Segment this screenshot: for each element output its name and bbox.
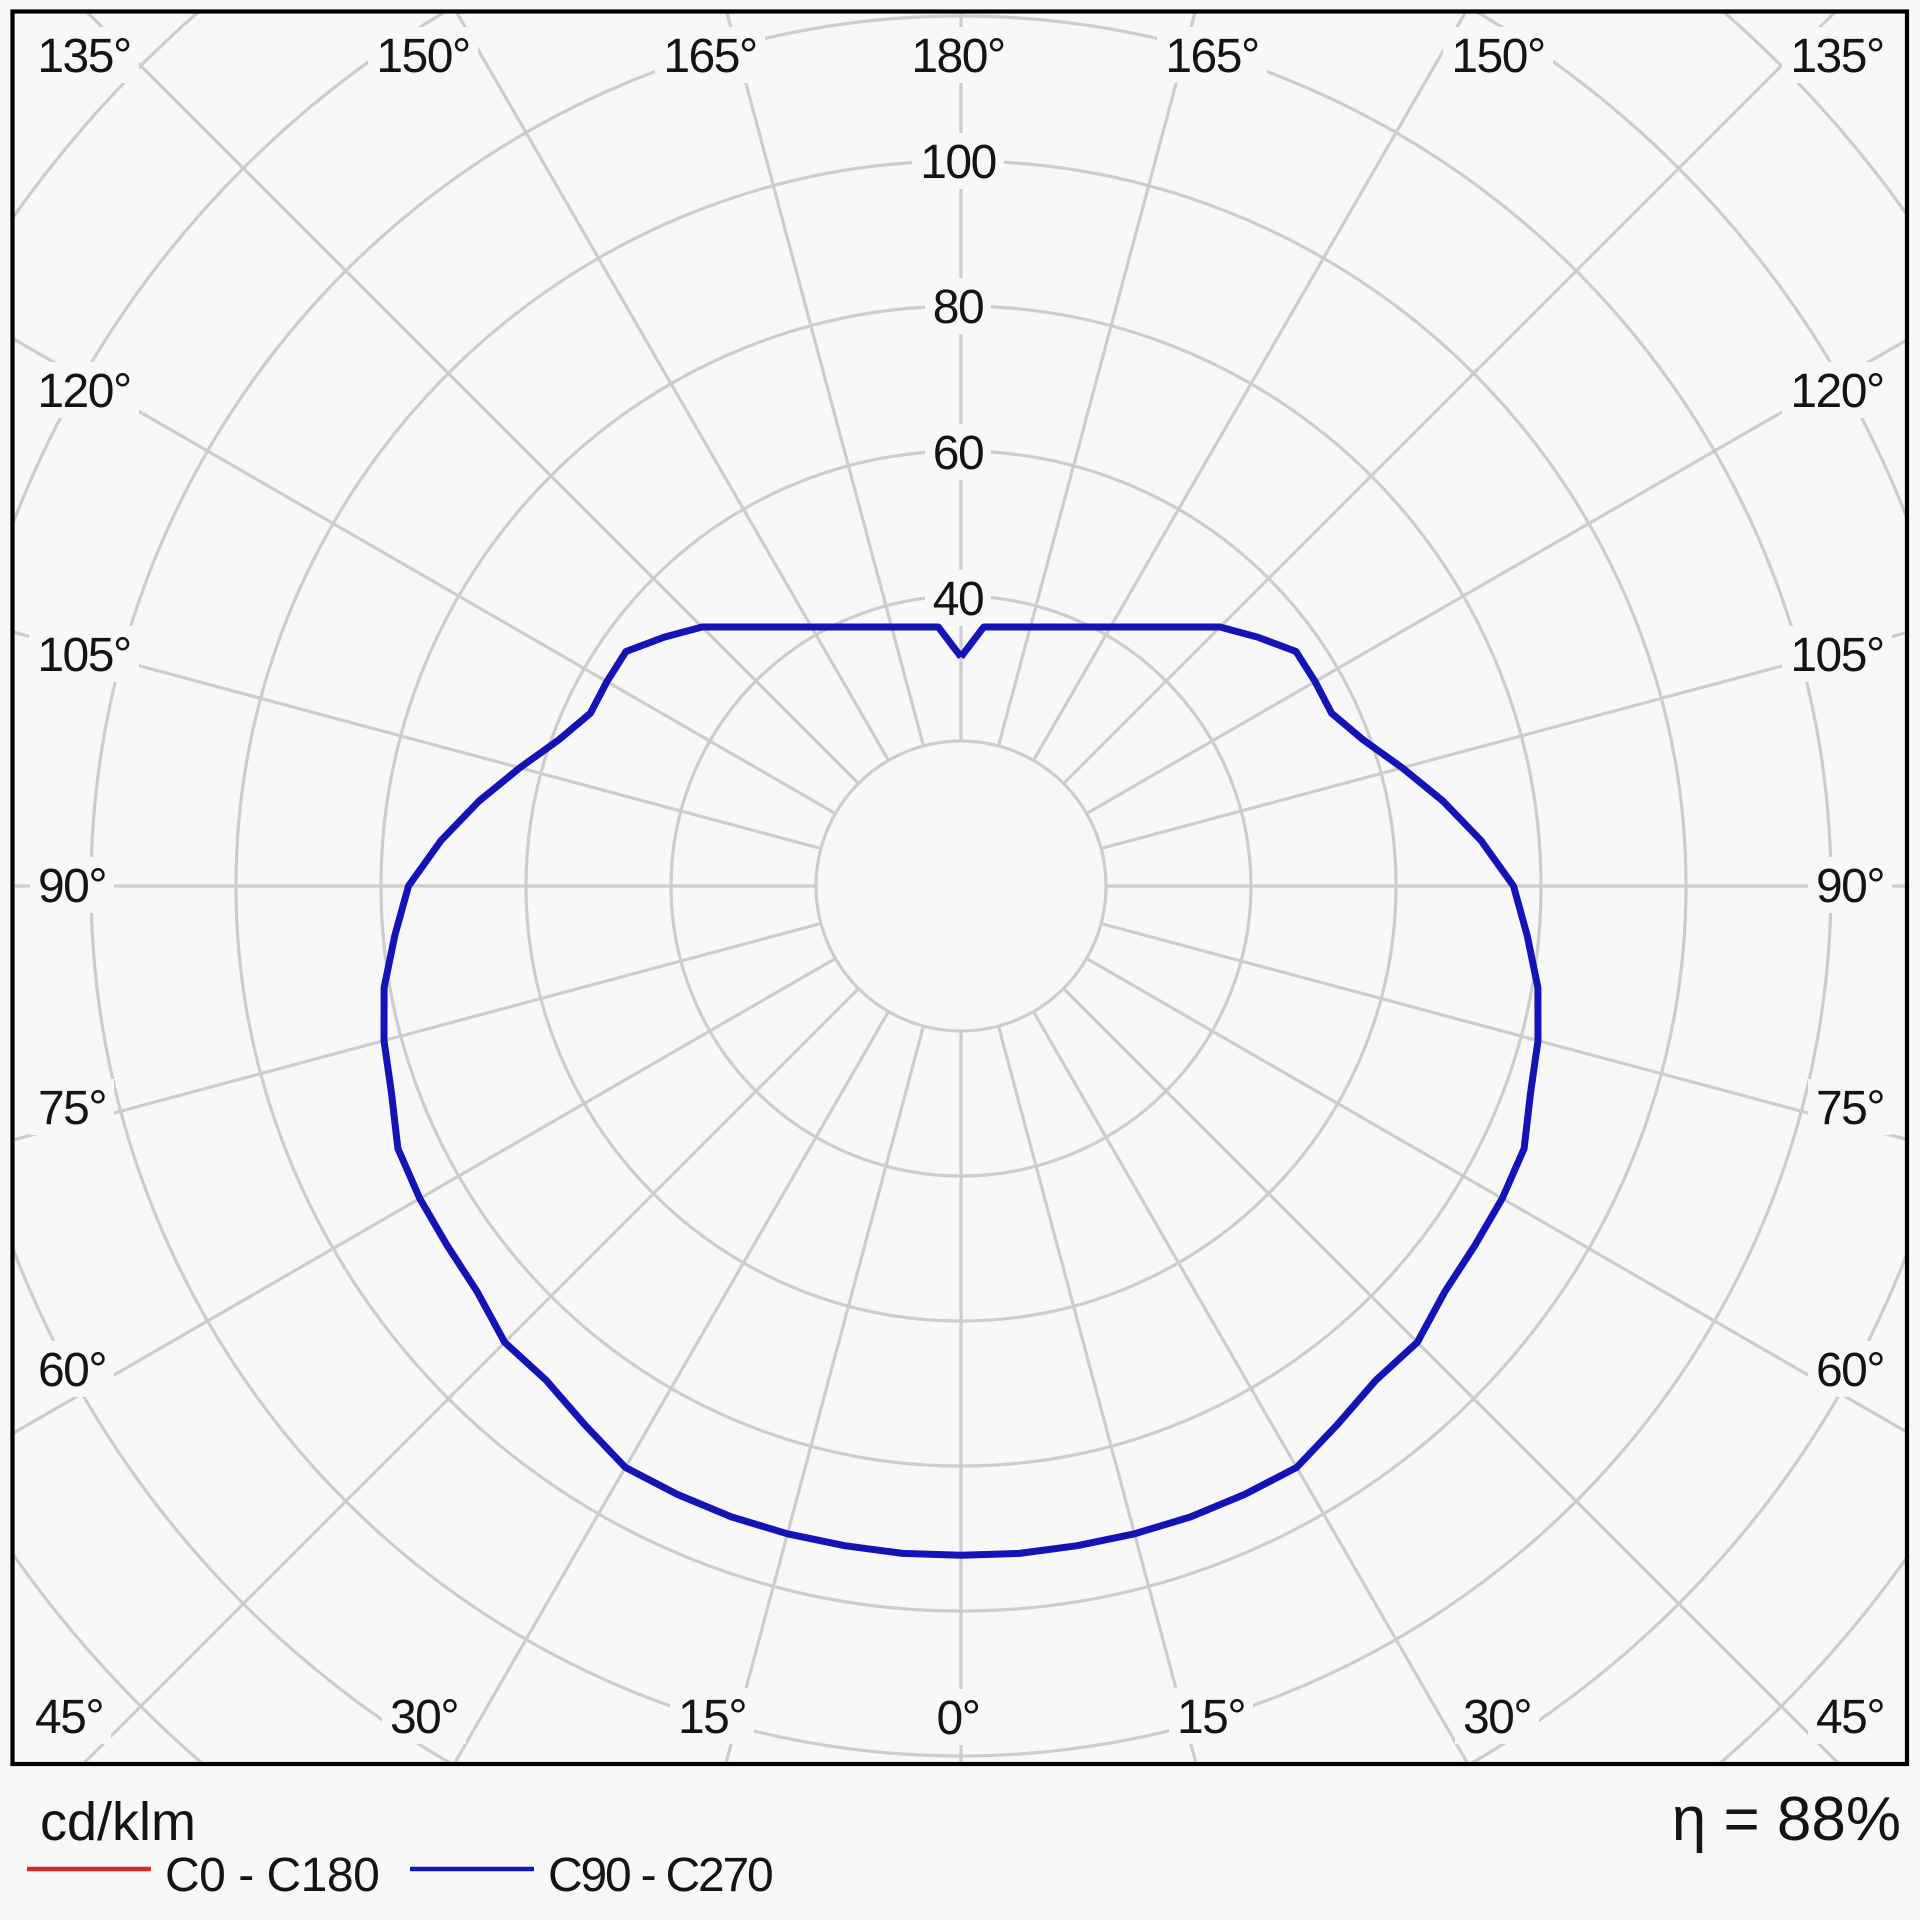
svg-text:100: 100 <box>920 136 996 189</box>
svg-text:165°: 165° <box>1165 30 1258 83</box>
svg-text:135°: 135° <box>1790 30 1883 83</box>
svg-text:165°: 165° <box>663 30 756 83</box>
svg-text:75°: 75° <box>1816 1082 1884 1135</box>
svg-text:45°: 45° <box>35 1691 103 1744</box>
svg-text:120°: 120° <box>37 365 130 418</box>
svg-text:105°: 105° <box>1790 629 1883 682</box>
svg-text:105°: 105° <box>37 629 130 682</box>
svg-text:C90 - C270: C90 - C270 <box>548 1849 772 1902</box>
svg-text:30°: 30° <box>1463 1691 1531 1744</box>
svg-text:40: 40 <box>933 573 983 626</box>
svg-text:135°: 135° <box>37 30 130 83</box>
svg-text:cd/klm: cd/klm <box>40 1792 196 1852</box>
svg-text:η = 88%: η = 88% <box>1672 1785 1901 1854</box>
svg-text:15°: 15° <box>678 1691 746 1744</box>
svg-text:90°: 90° <box>38 860 106 913</box>
svg-text:C0 - C180: C0 - C180 <box>165 1849 379 1902</box>
svg-text:150°: 150° <box>376 30 469 83</box>
svg-text:150°: 150° <box>1451 30 1544 83</box>
svg-text:60°: 60° <box>38 1344 106 1397</box>
svg-text:75°: 75° <box>38 1082 106 1135</box>
svg-text:80: 80 <box>933 281 983 334</box>
svg-text:120°: 120° <box>1790 365 1883 418</box>
svg-text:60°: 60° <box>1816 1344 1884 1397</box>
svg-text:15°: 15° <box>1177 1691 1245 1744</box>
svg-text:0°: 0° <box>937 1692 980 1745</box>
svg-text:90°: 90° <box>1816 860 1884 913</box>
svg-text:60: 60 <box>933 427 983 480</box>
svg-text:45°: 45° <box>1816 1691 1884 1744</box>
svg-text:30°: 30° <box>390 1691 458 1744</box>
svg-text:180°: 180° <box>911 30 1004 83</box>
